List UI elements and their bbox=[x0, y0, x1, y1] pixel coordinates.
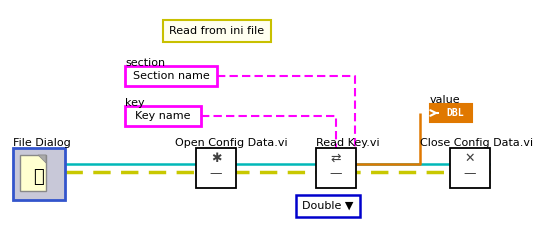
Text: Close Config Data.vi: Close Config Data.vi bbox=[420, 138, 533, 148]
FancyBboxPatch shape bbox=[125, 66, 217, 86]
FancyBboxPatch shape bbox=[163, 20, 271, 42]
Text: key: key bbox=[125, 98, 145, 108]
FancyBboxPatch shape bbox=[316, 148, 356, 188]
Polygon shape bbox=[38, 155, 46, 163]
FancyBboxPatch shape bbox=[450, 148, 490, 188]
FancyBboxPatch shape bbox=[20, 155, 46, 191]
Text: Read from ini file: Read from ini file bbox=[170, 26, 264, 36]
Text: ⇄
—: ⇄ — bbox=[330, 152, 342, 180]
FancyBboxPatch shape bbox=[430, 104, 472, 122]
Text: DBL: DBL bbox=[446, 108, 464, 118]
Text: ✱
—: ✱ — bbox=[210, 152, 222, 180]
Text: value: value bbox=[430, 95, 461, 105]
Text: 📄: 📄 bbox=[34, 168, 44, 186]
Text: Double ▼: Double ▼ bbox=[302, 201, 354, 211]
Text: Key name: Key name bbox=[136, 111, 191, 121]
Text: File Dialog: File Dialog bbox=[13, 138, 71, 148]
Text: Read Key.vi: Read Key.vi bbox=[316, 138, 379, 148]
FancyBboxPatch shape bbox=[125, 106, 201, 126]
FancyBboxPatch shape bbox=[196, 148, 236, 188]
Text: Open Config Data.vi: Open Config Data.vi bbox=[175, 138, 288, 148]
Text: section: section bbox=[125, 58, 165, 68]
FancyBboxPatch shape bbox=[296, 195, 360, 217]
Text: Section name: Section name bbox=[133, 71, 209, 81]
Text: ✕
—: ✕ — bbox=[464, 152, 476, 180]
FancyBboxPatch shape bbox=[13, 148, 65, 200]
